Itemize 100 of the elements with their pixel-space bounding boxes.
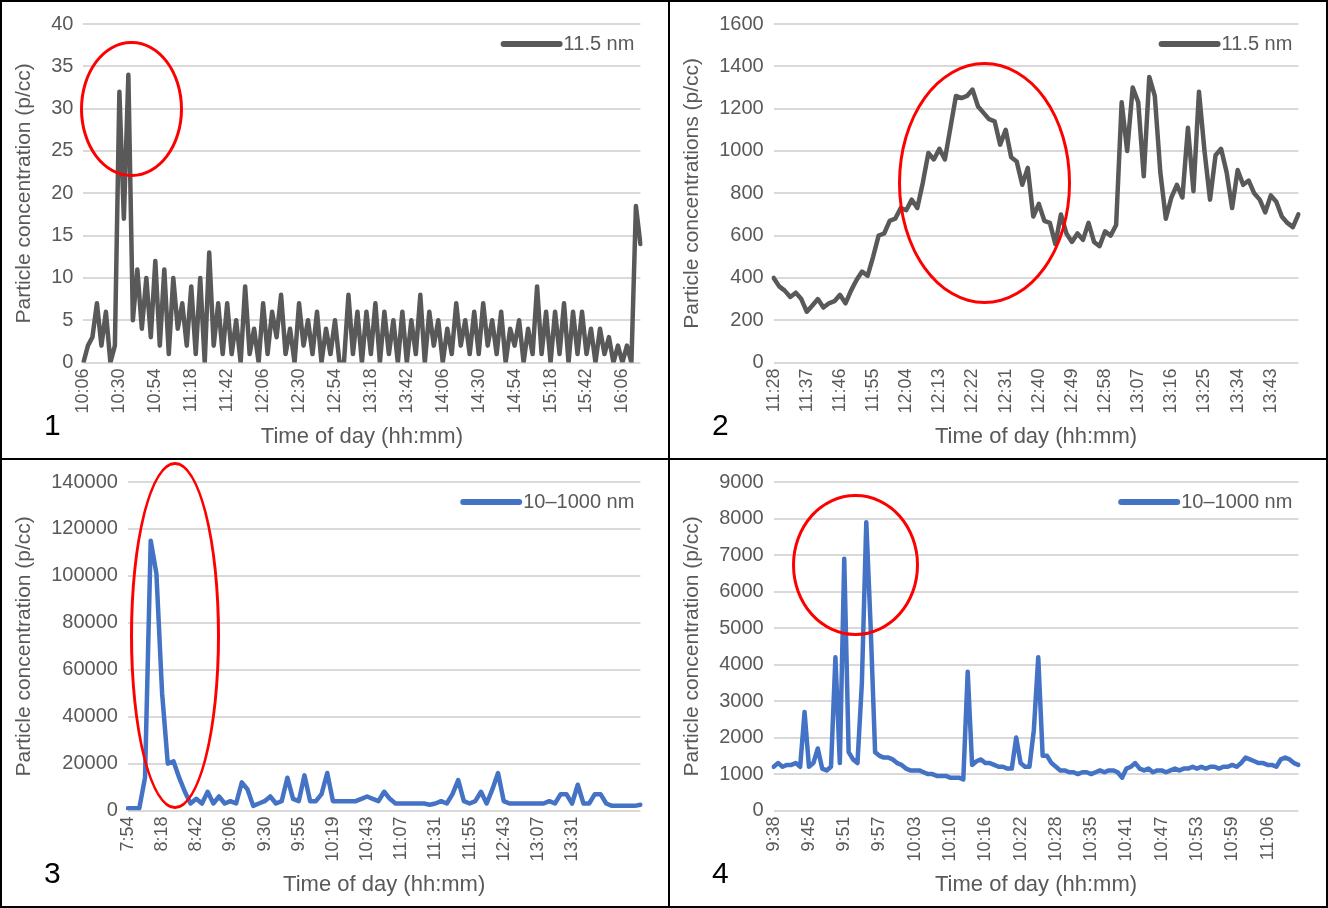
y-tick-label: 6000 bbox=[719, 579, 764, 602]
x-tick-label: 14:30 bbox=[467, 368, 488, 414]
y-tick-label: 40000 bbox=[62, 704, 118, 727]
text: 2 bbox=[712, 408, 729, 442]
x-tick-label: 12:58 bbox=[1094, 368, 1115, 414]
y-tick-label: 15 bbox=[51, 223, 74, 246]
y-tick-label: 1600 bbox=[719, 11, 764, 34]
x-tick-label: 12:54 bbox=[323, 368, 344, 414]
y-axis-title: Particle concentration (p/cc) bbox=[11, 516, 35, 777]
y-tick-label: 3000 bbox=[719, 688, 764, 711]
x-tick-label: 13:31 bbox=[561, 816, 582, 862]
x-tick-label: 9:45 bbox=[797, 816, 818, 852]
y-tick-label: 9000 bbox=[719, 469, 764, 492]
x-tick-label: 13:07 bbox=[526, 816, 547, 862]
y-tick-label: 600 bbox=[730, 223, 764, 246]
x-tick-label: 9:55 bbox=[287, 816, 308, 852]
x-tick-label: 10:59 bbox=[1221, 816, 1242, 862]
x-tick-label: 9:57 bbox=[868, 816, 889, 852]
x-tick-label: 12:30 bbox=[288, 368, 309, 414]
x-tick-label: 15:42 bbox=[575, 368, 596, 414]
x-tick-label: 12:06 bbox=[252, 368, 273, 414]
legend-label: 11.5 nm bbox=[563, 31, 635, 54]
y-tick-label: 4000 bbox=[719, 652, 764, 675]
x-tick-label: 12:49 bbox=[1060, 368, 1081, 414]
x-tick-label: 13:07 bbox=[1127, 368, 1148, 414]
x-tick-label: 12:04 bbox=[895, 368, 916, 414]
legend-label: 10–1000 nm bbox=[523, 489, 635, 512]
y-tick-label: 25 bbox=[51, 138, 74, 161]
x-tick-label: 9:06 bbox=[219, 816, 240, 852]
x-tick-label: 14:06 bbox=[431, 368, 452, 414]
x-tick-label: 11:42 bbox=[216, 368, 237, 413]
x-tick-label: 13:42 bbox=[395, 368, 416, 414]
y-tick-label: 5000 bbox=[719, 615, 764, 638]
y-tick-label: 35 bbox=[51, 53, 74, 76]
x-tick-label: 8:42 bbox=[185, 816, 206, 852]
x-tick-label: 11:18 bbox=[180, 368, 201, 413]
x-tick-label: 11:07 bbox=[390, 816, 411, 861]
x-tick-label: 12:40 bbox=[1027, 368, 1048, 414]
y-axis-title: Particle concentration (p/cc) bbox=[679, 516, 703, 777]
x-tick-label: 10:06 bbox=[72, 368, 93, 414]
y-tick-label: 100000 bbox=[51, 563, 118, 586]
x-tick-label: 10:30 bbox=[108, 368, 129, 414]
y-tick-label: 1400 bbox=[719, 53, 764, 76]
x-tick-label: 10:47 bbox=[1150, 816, 1171, 862]
x-tick-label: 11:31 bbox=[424, 816, 445, 861]
x-tick-label: 13:16 bbox=[1160, 368, 1181, 414]
x-tick-label: 8:18 bbox=[151, 816, 172, 852]
x-tick-label: 10:22 bbox=[1009, 816, 1030, 862]
y-tick-label: 0 bbox=[752, 350, 764, 373]
x-tick-label: 13:43 bbox=[1259, 368, 1280, 414]
y-tick-label: 1200 bbox=[719, 96, 764, 119]
y-tick-label: 20000 bbox=[62, 751, 118, 774]
x-tick-label: 13:18 bbox=[359, 368, 380, 414]
x-tick-label: 10:28 bbox=[1044, 816, 1065, 862]
x-tick-label: 10:16 bbox=[974, 816, 995, 862]
x-tick-label: 10:10 bbox=[939, 816, 960, 862]
x-tick-label: 11:55 bbox=[458, 816, 479, 861]
x-tick-label: 9:51 bbox=[833, 816, 854, 852]
x-tick-label: 10:19 bbox=[321, 816, 342, 862]
y-tick-label: 0 bbox=[106, 798, 118, 821]
x-tick-label: 10:41 bbox=[1115, 816, 1136, 862]
y-tick-label: 800 bbox=[730, 180, 764, 203]
y-tick-label: 8000 bbox=[719, 506, 764, 529]
y-tick-label: 400 bbox=[730, 265, 764, 288]
text: 3 bbox=[44, 856, 61, 890]
x-tick-label: 11:55 bbox=[862, 368, 883, 413]
x-tick-label: 9:38 bbox=[762, 816, 783, 852]
x-tick-label: 15:18 bbox=[539, 368, 560, 414]
x-tick-label: 7:54 bbox=[116, 816, 137, 852]
x-tick-label: 11:28 bbox=[762, 368, 783, 413]
x-tick-label: 10:35 bbox=[1080, 816, 1101, 862]
y-tick-label: 80000 bbox=[62, 610, 118, 633]
y-tick-label: 1000 bbox=[719, 761, 764, 784]
y-tick-label: 10 bbox=[51, 265, 74, 288]
y-tick-label: 5 bbox=[62, 307, 74, 330]
y-tick-label: 60000 bbox=[62, 657, 118, 680]
x-tick-label: 12:43 bbox=[492, 816, 513, 862]
y-axis-title: Particle concentrations (p/cc) bbox=[679, 57, 703, 329]
x-tick-label: 13:25 bbox=[1193, 368, 1214, 414]
x-tick-label: 11:37 bbox=[795, 368, 816, 413]
x-axis-title: Time of day (hh:mm) bbox=[260, 422, 463, 448]
x-tick-label: 11:06 bbox=[1256, 816, 1277, 861]
y-tick-label: 120000 bbox=[51, 516, 118, 539]
legend-label: 11.5 nm bbox=[1221, 31, 1293, 54]
legend-label: 10–1000 nm bbox=[1181, 489, 1293, 512]
x-tick-label: 12:31 bbox=[994, 368, 1015, 414]
y-tick-label: 140000 bbox=[51, 469, 118, 492]
x-tick-label: 10:53 bbox=[1185, 816, 1206, 862]
x-tick-label: 11:46 bbox=[828, 368, 849, 413]
text: 4 bbox=[712, 856, 729, 890]
y-tick-label: 40 bbox=[51, 11, 74, 34]
x-tick-label: 10:43 bbox=[356, 816, 377, 862]
y-tick-label: 200 bbox=[730, 307, 764, 330]
x-tick-label: 16:06 bbox=[611, 368, 632, 414]
x-tick-label: 10:03 bbox=[903, 816, 924, 862]
y-axis-title: Particle concentration (p/cc) bbox=[11, 63, 35, 324]
y-tick-label: 0 bbox=[752, 798, 764, 821]
x-tick-label: 10:54 bbox=[144, 368, 165, 414]
y-tick-label: 2000 bbox=[719, 725, 764, 748]
x-axis-title: Time of day (hh:mm) bbox=[934, 422, 1138, 448]
